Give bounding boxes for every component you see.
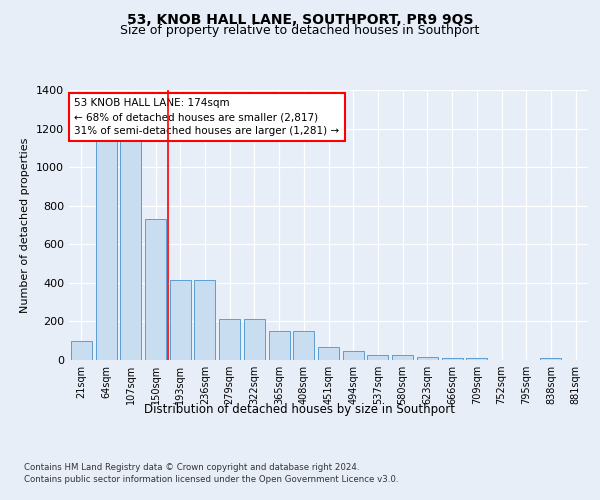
Bar <box>417 358 438 360</box>
Bar <box>269 331 290 360</box>
Bar <box>71 340 92 360</box>
Bar <box>219 318 240 360</box>
Bar <box>293 331 314 360</box>
Text: 53, KNOB HALL LANE, SOUTHPORT, PR9 9QS: 53, KNOB HALL LANE, SOUTHPORT, PR9 9QS <box>127 12 473 26</box>
Bar <box>120 139 141 360</box>
Text: Contains HM Land Registry data © Crown copyright and database right 2024.: Contains HM Land Registry data © Crown c… <box>24 462 359 471</box>
Bar <box>244 318 265 360</box>
Bar <box>318 346 339 360</box>
Y-axis label: Number of detached properties: Number of detached properties <box>20 138 31 312</box>
Text: Contains public sector information licensed under the Open Government Licence v3: Contains public sector information licen… <box>24 475 398 484</box>
Bar <box>194 280 215 360</box>
Bar <box>367 354 388 360</box>
Bar <box>466 358 487 360</box>
Bar <box>170 280 191 360</box>
Bar <box>541 358 562 360</box>
Bar <box>95 138 116 360</box>
Bar <box>343 350 364 360</box>
Bar <box>442 358 463 360</box>
Bar <box>145 219 166 360</box>
Text: 53 KNOB HALL LANE: 174sqm
← 68% of detached houses are smaller (2,817)
31% of se: 53 KNOB HALL LANE: 174sqm ← 68% of detac… <box>74 98 340 136</box>
Bar <box>392 355 413 360</box>
Text: Distribution of detached houses by size in Southport: Distribution of detached houses by size … <box>145 402 455 415</box>
Text: Size of property relative to detached houses in Southport: Size of property relative to detached ho… <box>121 24 479 37</box>
